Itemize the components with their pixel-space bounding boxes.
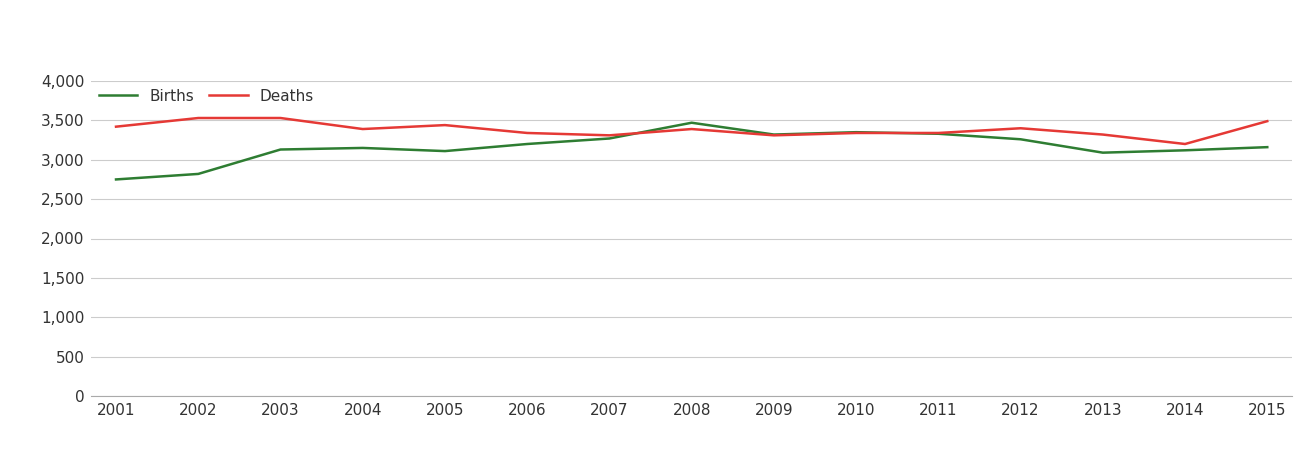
Births bbox=[1259, 144, 1275, 150]
Line: Births: Births bbox=[116, 123, 1267, 180]
Deaths bbox=[273, 115, 288, 121]
Deaths bbox=[519, 130, 535, 136]
Births bbox=[766, 132, 782, 137]
Deaths bbox=[930, 130, 946, 136]
Line: Deaths: Deaths bbox=[116, 118, 1267, 144]
Deaths bbox=[684, 126, 699, 132]
Deaths bbox=[191, 115, 206, 121]
Births bbox=[519, 141, 535, 147]
Deaths bbox=[355, 126, 371, 132]
Births bbox=[684, 120, 699, 126]
Deaths bbox=[1259, 118, 1275, 124]
Deaths bbox=[1013, 126, 1028, 131]
Births bbox=[848, 130, 864, 135]
Deaths bbox=[437, 122, 453, 128]
Deaths bbox=[848, 130, 864, 136]
Legend: Births, Deaths: Births, Deaths bbox=[99, 89, 315, 104]
Deaths bbox=[602, 133, 617, 138]
Deaths bbox=[108, 124, 124, 130]
Births bbox=[930, 131, 946, 136]
Births bbox=[191, 171, 206, 177]
Births bbox=[108, 177, 124, 182]
Deaths bbox=[1095, 132, 1111, 137]
Births bbox=[355, 145, 371, 151]
Births bbox=[602, 136, 617, 141]
Births bbox=[273, 147, 288, 152]
Deaths bbox=[766, 133, 782, 138]
Births bbox=[437, 148, 453, 154]
Births bbox=[1013, 137, 1028, 142]
Deaths bbox=[1177, 141, 1193, 147]
Births bbox=[1177, 148, 1193, 153]
Births bbox=[1095, 150, 1111, 155]
